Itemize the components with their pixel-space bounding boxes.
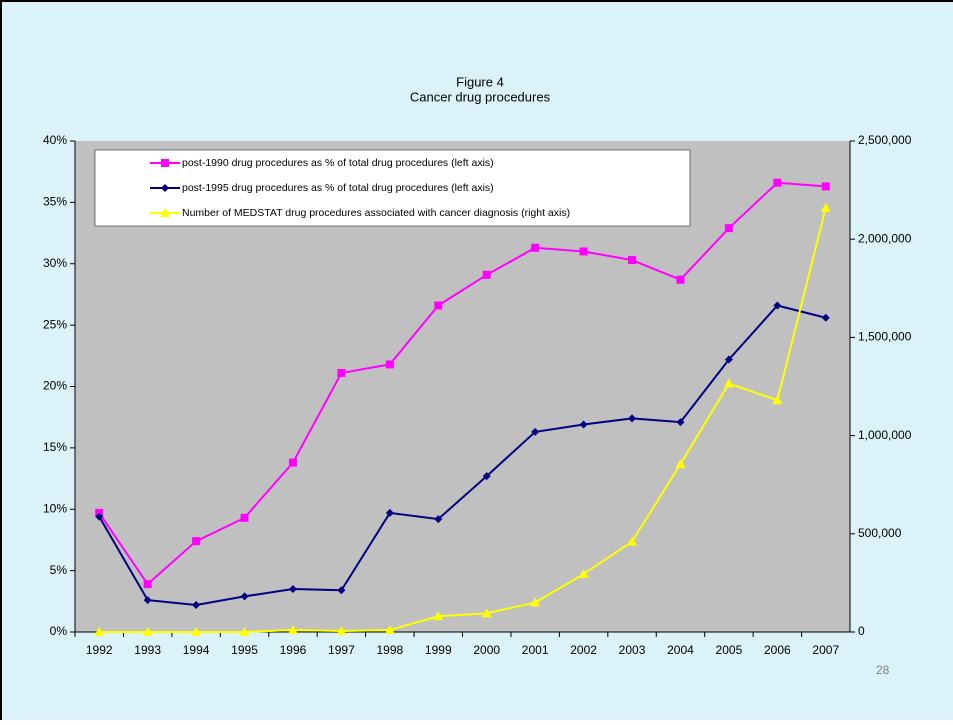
marker-triangle [772,395,783,405]
marker-triangle [578,569,589,579]
marker-diamond [385,508,394,517]
marker-square [579,247,588,256]
y-tick-label: 15% [43,440,67,454]
y-tick-label: 30% [43,256,67,270]
x-tick-label: 2001 [522,643,549,657]
page-number: 28 [876,663,890,677]
marker-triangle [142,627,153,636]
marker-square [482,270,491,279]
marker-square [143,580,152,589]
marker-diamond [676,418,685,427]
marker-square [773,178,782,187]
marker-square [821,182,830,191]
marker-diamond [161,184,169,192]
x-tick-label: 1994 [183,643,210,657]
x-tick-label: 1995 [231,643,258,657]
y-tick-label: 20% [43,379,67,393]
marker-square [628,256,637,265]
y2-tick-label: 500,000 [858,526,902,540]
y-tick-label: 10% [43,501,67,515]
marker-triangle [723,378,734,388]
y2-tick-label: 1,500,000 [858,330,912,344]
marker-diamond [337,586,346,595]
y-tick-label: 0% [50,624,68,638]
y-tick-label: 35% [43,195,67,209]
marker-diamond [143,596,152,605]
marker-triangle [94,627,105,636]
y-tick-label: 5% [50,563,68,577]
marker-square [531,243,540,252]
marker-triangle [287,625,298,635]
marker-diamond [240,592,249,601]
marker-triangle [433,611,444,621]
x-tick-label: 1998 [376,643,403,657]
series-line [98,304,827,607]
legend-label: post-1995 drug procedures as % of total … [182,182,494,194]
x-tick-label: 1997 [328,643,355,657]
y2-tick-label: 2,500,000 [858,133,912,147]
marker-triangle [627,536,638,546]
marker-diamond [724,355,733,364]
x-tick-label: 1992 [86,643,113,657]
series-line [99,207,827,633]
marker-diamond [821,313,830,322]
chart-title: Figure 4 [456,74,504,89]
marker-square [161,159,169,167]
marker-diamond [628,414,637,423]
marker-diamond [482,472,491,481]
x-tick-label: 2005 [716,643,743,657]
marker-diamond [434,515,443,524]
x-tick-label: 1993 [134,643,161,657]
marker-square [288,458,297,467]
marker-diamond [192,600,201,609]
x-tick-label: 2003 [619,643,646,657]
x-tick-label: 2000 [473,643,500,657]
legend-box [94,149,691,227]
marker-triangle [191,627,202,636]
marker-diamond [288,585,297,594]
x-tick-label: 2002 [570,643,597,657]
marker-square [385,360,394,369]
marker-diamond [579,420,588,429]
x-tick-label: 2007 [812,643,839,657]
marker-diamond [531,427,540,436]
marker-diamond [773,301,782,310]
legend-label: post-1990 drug procedures as % of total … [182,157,494,169]
marker-square [240,513,249,522]
marker-diamond [95,512,104,521]
marker-square [434,301,443,310]
marker-triangle [384,625,395,635]
x-tick-label: 1996 [280,643,307,657]
marker-triangle [530,597,541,607]
x-tick-label: 1999 [425,643,452,657]
y2-tick-label: 2,000,000 [858,231,912,245]
marker-square [192,537,201,546]
marker-square [724,224,733,233]
marker-triangle [481,608,492,618]
marker-triangle [336,626,347,636]
series-line [98,181,826,586]
marker-triangle [160,208,170,217]
legend-label: Number of MEDSTAT drug procedures associ… [182,207,570,219]
marker-square [676,275,685,284]
marker-square [337,368,346,377]
marker-triangle [675,459,686,469]
y-tick-label: 25% [43,317,67,331]
y2-tick-label: 0 [858,624,865,638]
y2-tick-label: 1,000,000 [858,428,912,442]
marker-triangle [820,202,831,212]
marker-triangle [239,627,250,636]
x-tick-label: 2006 [764,643,791,657]
x-tick-label: 2004 [667,643,694,657]
chart-subtitle: Cancer drug procedures [410,89,551,104]
y-tick-label: 40% [43,133,67,147]
